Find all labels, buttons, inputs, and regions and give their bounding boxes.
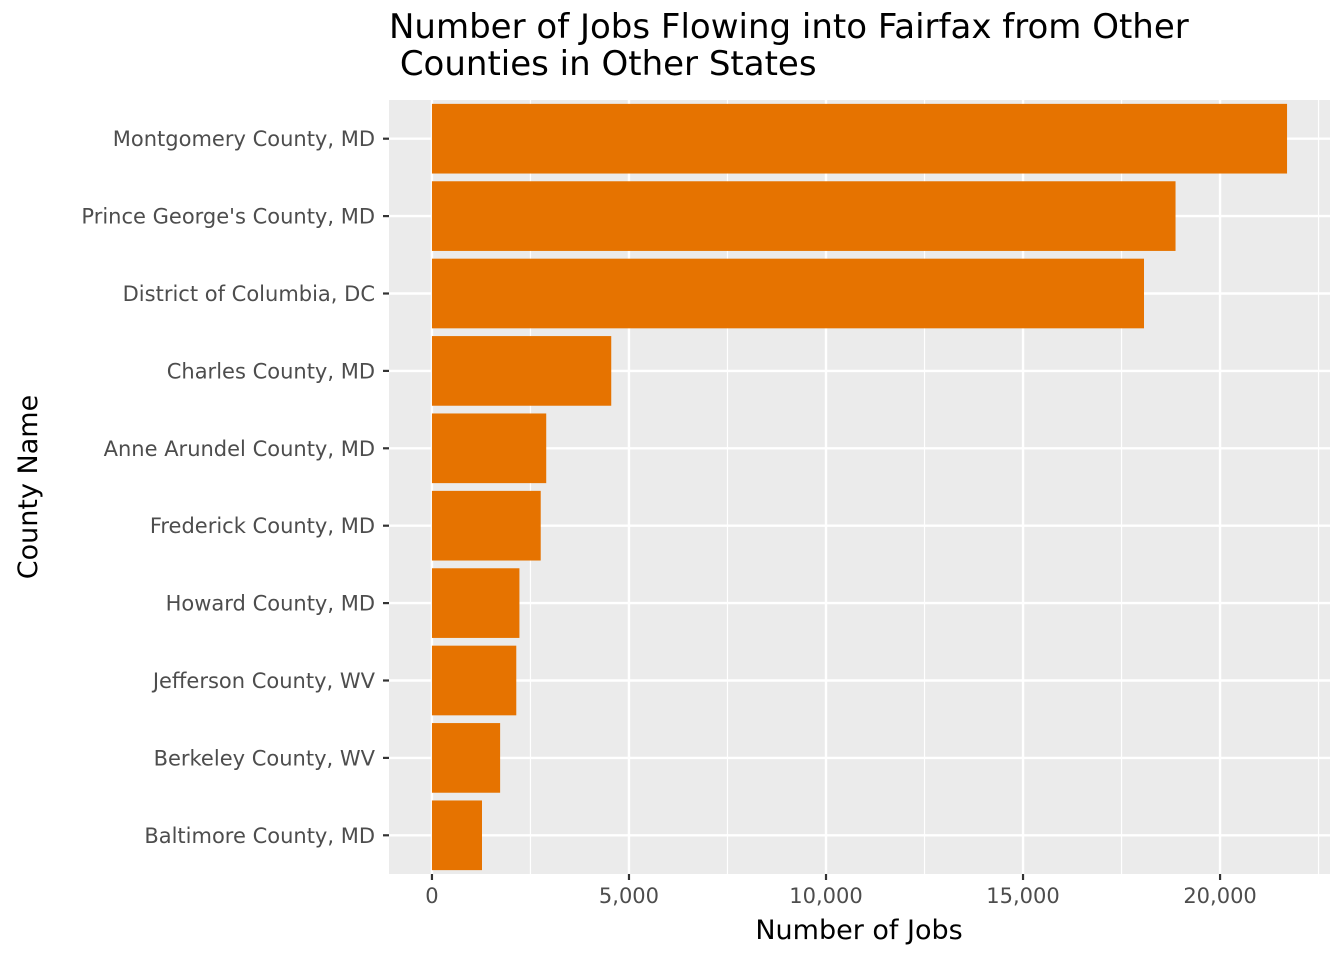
x-tick-label: 5,000 <box>599 884 659 908</box>
bar <box>431 568 520 638</box>
y-axis: Montgomery County, MD Prince George's Cou… <box>81 127 389 848</box>
x-tick-label: 0 <box>425 884 438 908</box>
y-tick-label: Anne Arundel County, MD <box>104 437 375 461</box>
y-tick-label: Frederick County, MD <box>150 514 375 538</box>
chart-title: Number of Jobs Flowing into Fairfax from… <box>389 7 1189 84</box>
bar <box>431 800 482 871</box>
bar <box>431 413 547 484</box>
x-axis: 0 5,000 10,000 15,000 20,000 <box>425 874 1257 908</box>
y-axis-title: County Name <box>13 395 44 579</box>
y-tick-label: District of Columbia, DC <box>123 282 375 306</box>
y-tick-label: Baltimore County, MD <box>144 824 375 848</box>
bars <box>431 103 1288 871</box>
y-tick-label: Jefferson County, WV <box>151 669 376 693</box>
bar <box>431 490 541 561</box>
y-tick-label: Montgomery County, MD <box>113 127 375 151</box>
y-tick-label: Prince George's County, MD <box>81 205 375 229</box>
bar <box>431 723 501 793</box>
bar <box>431 645 517 716</box>
bar <box>431 258 1145 329</box>
bar <box>431 181 1176 251</box>
x-axis-title: Number of Jobs <box>755 915 962 946</box>
x-tick-label: 20,000 <box>1183 884 1256 908</box>
y-tick-label: Berkeley County, WV <box>154 746 376 770</box>
y-tick-label: Charles County, MD <box>167 359 375 383</box>
y-tick-label: Howard County, MD <box>166 592 375 616</box>
bar <box>431 336 612 406</box>
x-tick-label: 15,000 <box>986 884 1059 908</box>
bar <box>431 103 1288 174</box>
x-tick-label: 10,000 <box>789 884 862 908</box>
